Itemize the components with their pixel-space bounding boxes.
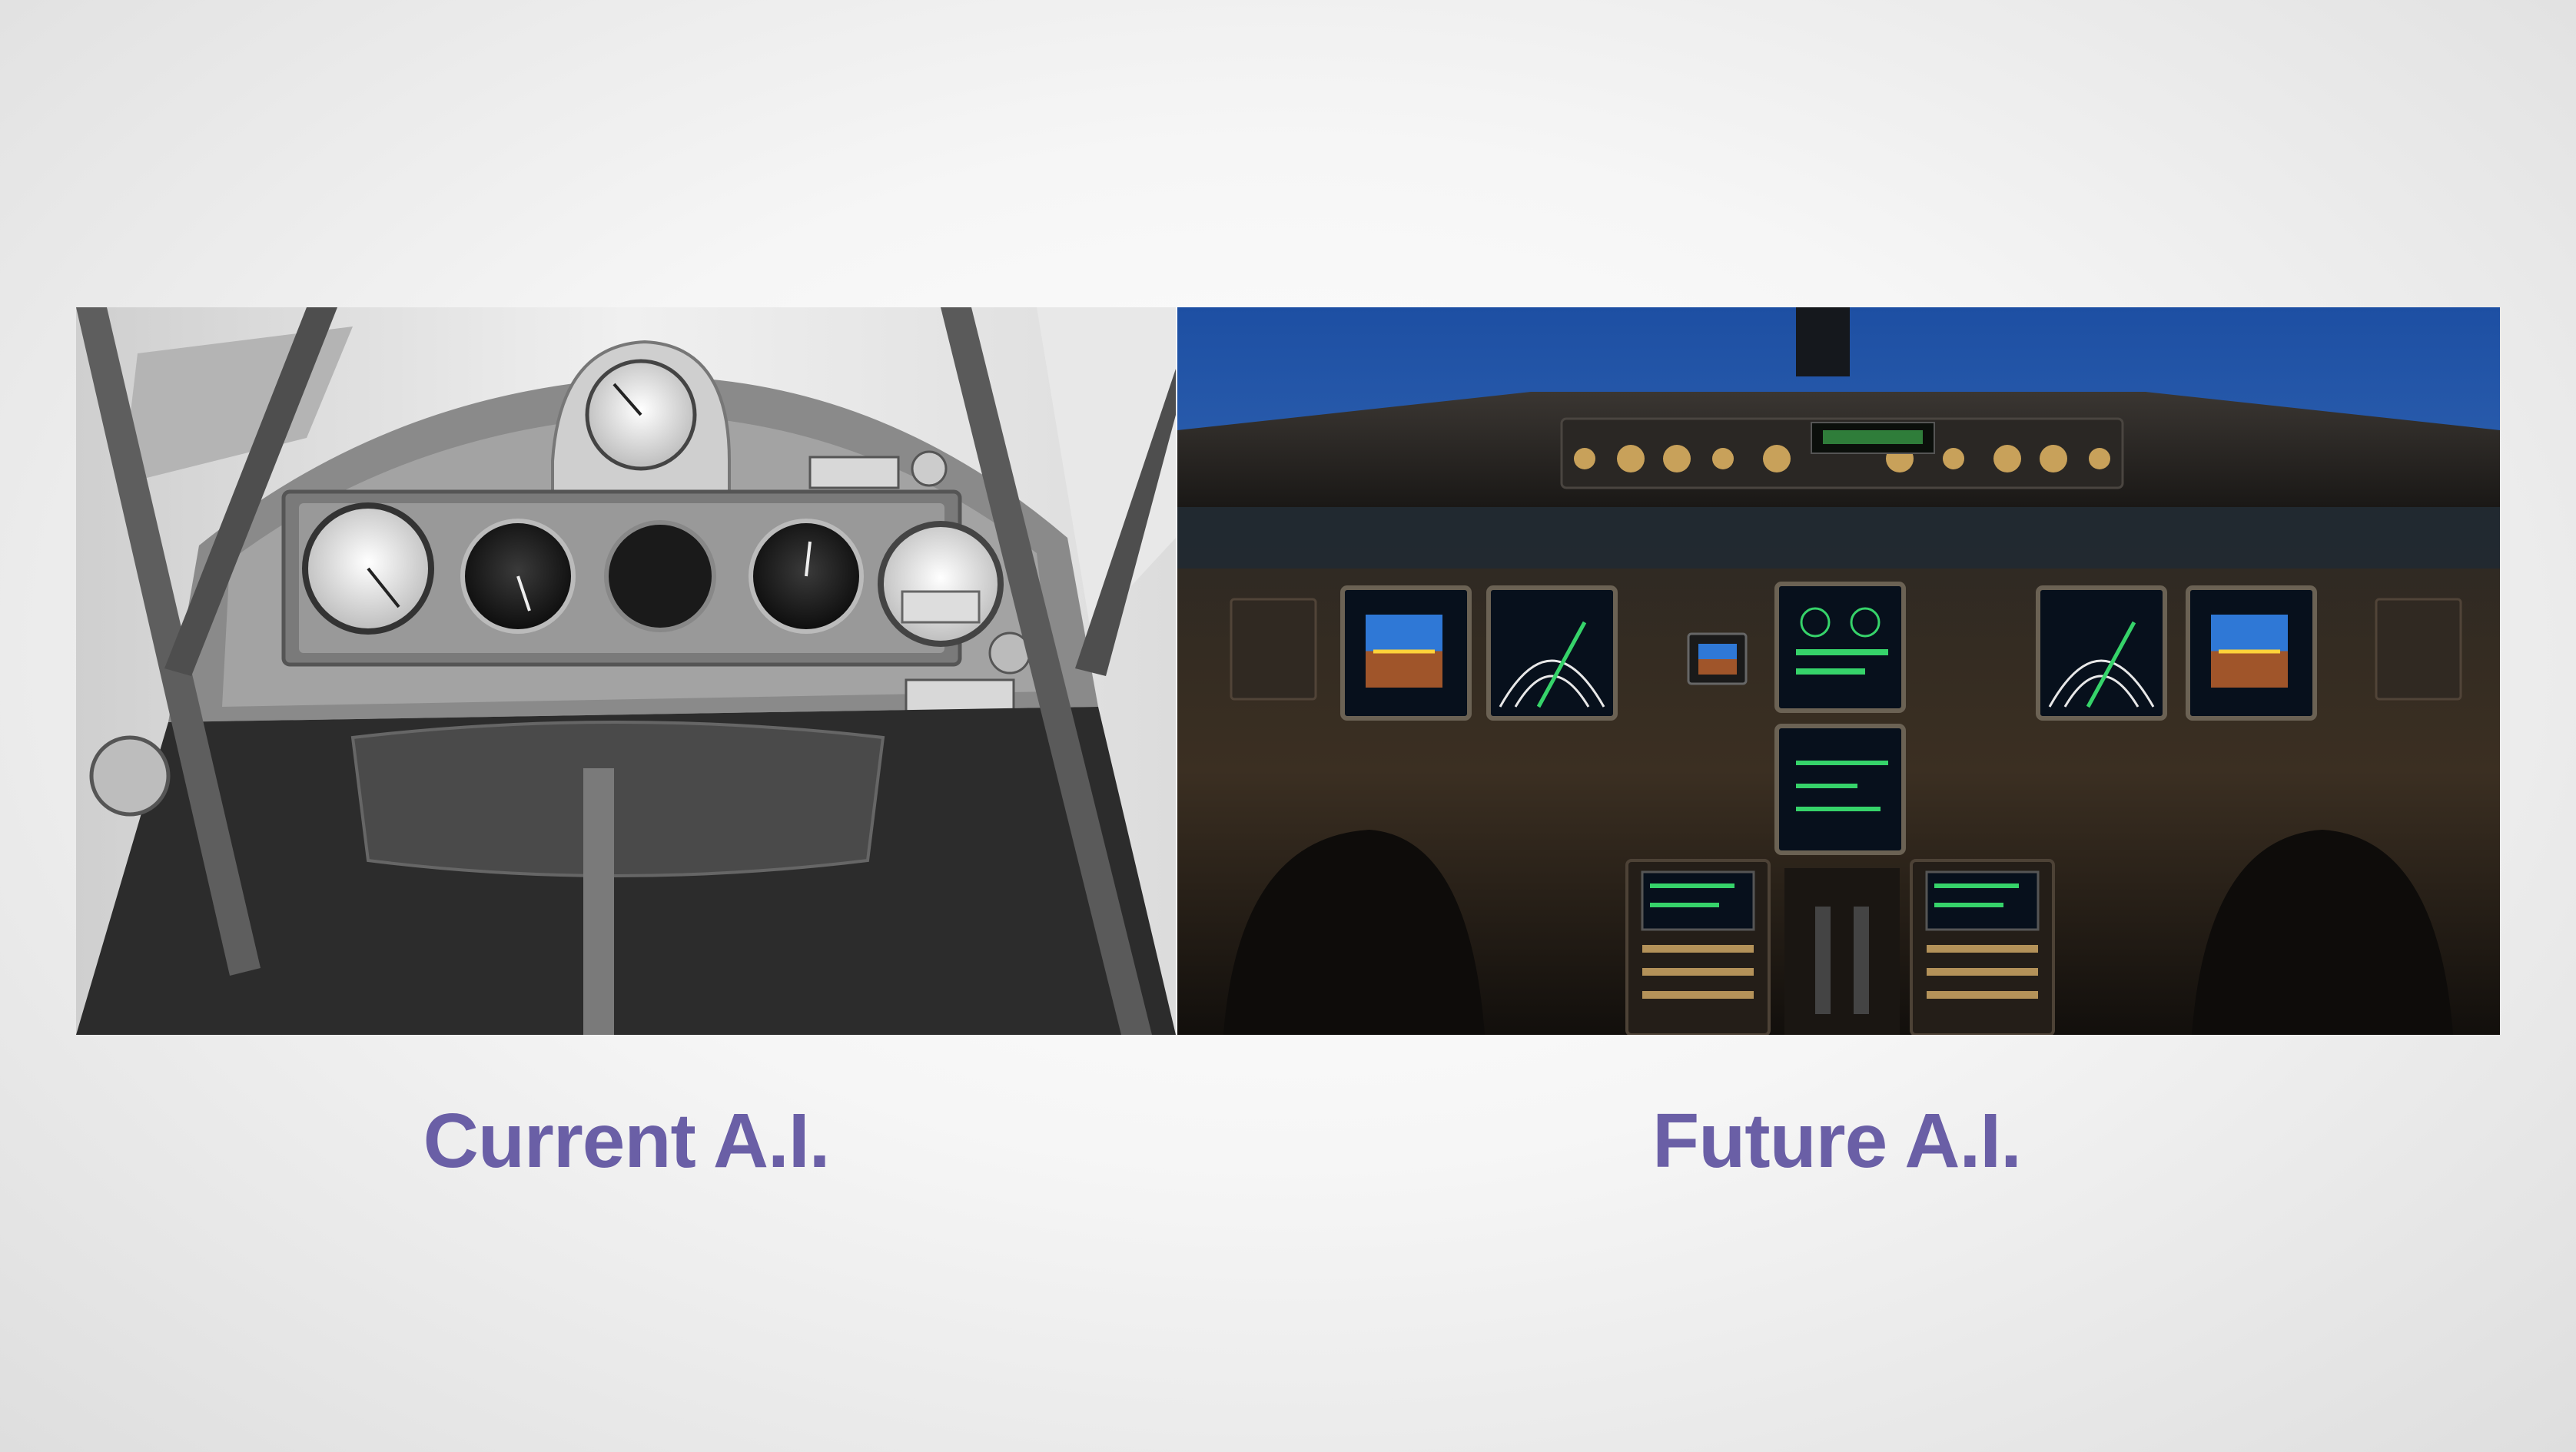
vintage-cockpit-photo bbox=[76, 307, 1176, 1035]
current-ai-caption: Current A.I. bbox=[423, 1098, 831, 1184]
future-ai-caption: Future A.I. bbox=[1652, 1098, 2022, 1184]
modern-glass-cockpit-photo bbox=[1177, 307, 2500, 1035]
